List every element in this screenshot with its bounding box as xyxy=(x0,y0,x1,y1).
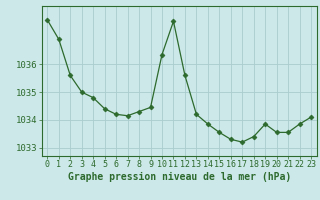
X-axis label: Graphe pression niveau de la mer (hPa): Graphe pression niveau de la mer (hPa) xyxy=(68,172,291,182)
